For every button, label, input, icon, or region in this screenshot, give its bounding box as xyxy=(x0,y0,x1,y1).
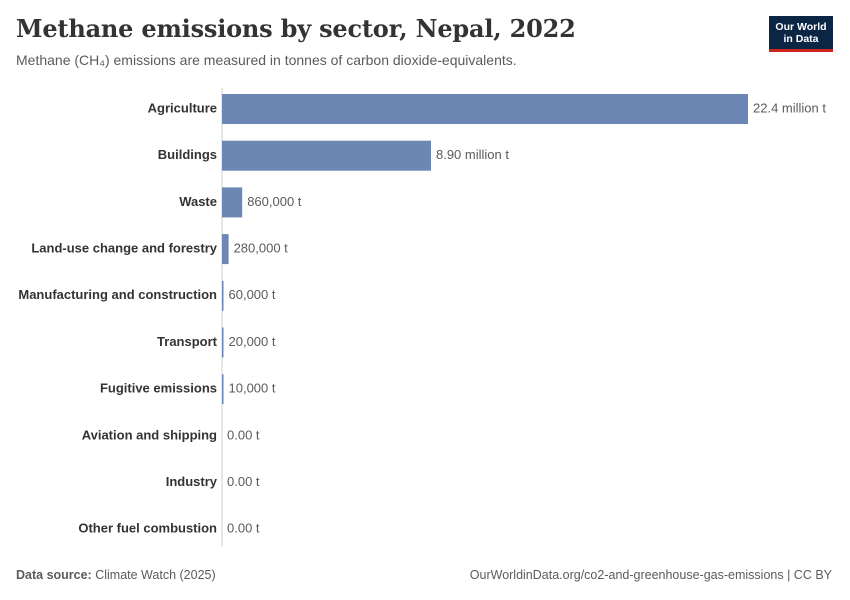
data-source-label: Data source: xyxy=(16,568,92,582)
value-label: 10,000 t xyxy=(229,381,276,396)
value-label: 0.00 t xyxy=(227,474,260,489)
value-label: 20,000 t xyxy=(229,334,276,349)
category-label: Transport xyxy=(157,334,218,349)
category-label: Agriculture xyxy=(148,100,217,115)
value-label: 60,000 t xyxy=(229,287,276,302)
owid-logo[interactable]: Our World in Data xyxy=(769,16,833,52)
category-label: Waste xyxy=(179,194,217,209)
logo-line-1: Our World xyxy=(775,21,827,33)
data-source: Data source: Climate Watch (2025) xyxy=(16,568,216,582)
value-label: 0.00 t xyxy=(227,521,260,536)
category-label: Other fuel combustion xyxy=(78,521,217,536)
value-label: 860,000 t xyxy=(247,194,302,209)
bar[interactable] xyxy=(222,140,431,171)
bar[interactable] xyxy=(222,234,229,265)
category-label: Fugitive emissions xyxy=(100,381,217,396)
source-url[interactable]: OurWorldinData.org/co2-and-greenhouse-ga… xyxy=(469,568,832,582)
value-label: 280,000 t xyxy=(234,241,289,256)
value-label: 8.90 million t xyxy=(436,147,509,162)
category-label: Aviation and shipping xyxy=(82,427,217,442)
data-source-value[interactable]: Climate Watch (2025) xyxy=(95,568,216,582)
bar[interactable] xyxy=(222,374,224,405)
value-label: 22.4 million t xyxy=(753,100,826,115)
chart-title: Methane emissions by sector, Nepal, 2022 xyxy=(16,14,576,43)
category-label: Manufacturing and construction xyxy=(18,287,217,302)
value-label: 0.00 t xyxy=(227,427,260,442)
bar[interactable] xyxy=(222,280,224,311)
logo-line-2: in Data xyxy=(783,33,819,45)
bar[interactable] xyxy=(222,187,243,218)
category-label: Land-use change and forestry xyxy=(31,241,217,256)
bar[interactable] xyxy=(222,327,224,358)
bar[interactable] xyxy=(222,94,748,124)
category-label: Buildings xyxy=(158,147,217,162)
category-label: Industry xyxy=(166,474,218,489)
bar-chart: Agriculture 22.4 million t Buildings 8.90 m… xyxy=(18,88,826,546)
chart-subtitle: Methane (CH₄) emissions are measured in … xyxy=(16,52,517,68)
